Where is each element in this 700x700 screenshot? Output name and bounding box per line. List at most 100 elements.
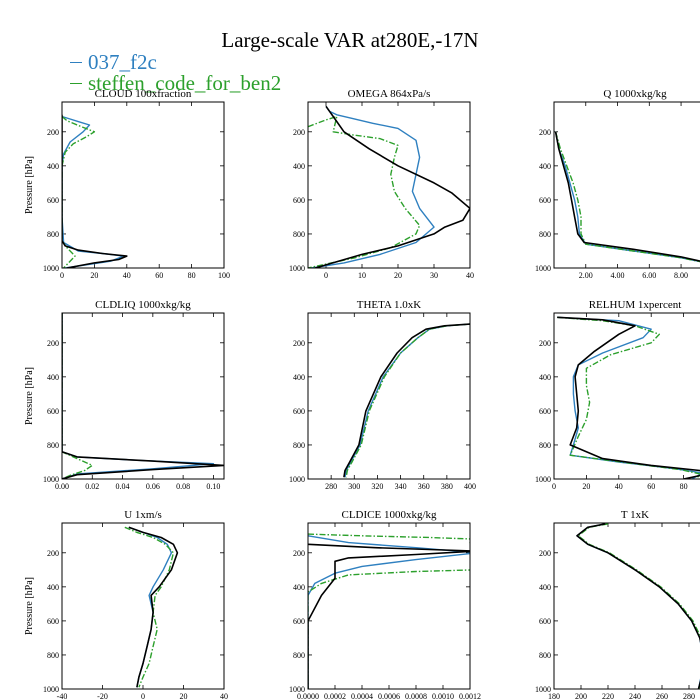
x-tick-label: 0.0002 <box>324 692 346 700</box>
x-tick-label: 0.06 <box>146 482 160 491</box>
y-tick-label: 200 <box>47 339 59 348</box>
subplot-title: Q 1000xkg/kg <box>603 88 667 100</box>
series-line-1 <box>128 526 173 688</box>
y-tick-label: 800 <box>47 441 59 450</box>
y-tick-label: 400 <box>539 583 551 592</box>
plot-frame <box>61 312 225 480</box>
x-tick-label: 10 <box>358 271 366 280</box>
x-tick-label: 0.0008 <box>405 692 427 700</box>
plot-frame <box>61 101 225 269</box>
y-tick-label: 800 <box>539 441 551 450</box>
series-line-3 <box>308 543 470 689</box>
subplot-title: OMEGA 864xPa/s <box>348 88 431 100</box>
subplot-5: THETA 1.0xK 200 400 600 800 1000 280 300 320 340 3… <box>289 299 476 491</box>
series-line-2 <box>554 131 700 263</box>
plot-frame <box>553 312 700 480</box>
legend-swatch-1 <box>70 61 82 63</box>
series-line-2 <box>557 316 700 479</box>
subplot-title: CLOUD 100xfraction <box>95 88 192 100</box>
series-line-1 <box>557 316 700 479</box>
x-tick-label: 180 <box>548 692 560 700</box>
y-tick-label: 600 <box>539 407 551 416</box>
x-tick-label: 20 <box>582 482 590 491</box>
x-tick-label: 400 <box>464 482 476 491</box>
y-tick-label: 200 <box>47 549 59 558</box>
x-tick-label: 0.04 <box>116 482 130 491</box>
y-tick-label: 1000 <box>43 685 59 694</box>
series-line-2 <box>308 533 470 689</box>
x-tick-label: 0.0010 <box>432 692 454 700</box>
y-tick-label: 1000 <box>535 685 551 694</box>
x-tick-label: 60 <box>155 271 163 280</box>
x-tick-label: 320 <box>371 482 383 491</box>
y-tick-label: 800 <box>293 651 305 660</box>
x-tick-label: 6.00 <box>642 271 656 280</box>
subplot-title: CLDLIQ 1000xkg/kg <box>95 299 191 311</box>
subplot-title: U 1xm/s <box>124 509 162 521</box>
series-line-3 <box>343 323 470 478</box>
x-tick-label: 40 <box>220 692 228 700</box>
legend-label-1: 037_f2c <box>88 49 157 74</box>
y-tick-label: 200 <box>539 128 551 137</box>
y-tick-label: 200 <box>47 128 59 137</box>
y-tick-label: 400 <box>293 583 305 592</box>
subplot-title: THETA 1.0xK <box>357 299 422 311</box>
y-tick-label: 1000 <box>43 475 59 484</box>
y-tick-label: 1000 <box>289 685 305 694</box>
x-tick-label: 280 <box>683 692 695 700</box>
y-tick-label: 600 <box>293 196 305 205</box>
series-line-2 <box>62 313 94 479</box>
x-tick-label: 30 <box>430 271 438 280</box>
y-tick-label: 800 <box>293 441 305 450</box>
subplot-1: CLOUD 100xfraction Pressure [hPa] 200 40 0 60… <box>24 88 230 280</box>
series-line-1 <box>311 105 435 268</box>
series-line-1 <box>62 115 125 268</box>
x-tick-label: 0 <box>552 482 556 491</box>
series-line-2 <box>124 526 175 688</box>
series-line-2 <box>62 115 96 268</box>
y-tick-label: 200 <box>539 549 551 558</box>
y-tick-label: 200 <box>293 339 305 348</box>
x-tick-label: 360 <box>418 482 430 491</box>
x-tick-label: 20 <box>394 271 402 280</box>
subplot-3: Q 1000xkg/kg 200 400 600 800 1000 2.00 4.00 6.00… <box>535 88 700 280</box>
x-tick-label: 80 <box>188 271 196 280</box>
x-tick-label: 8.00 <box>674 271 688 280</box>
y-tick-label: 1000 <box>289 475 305 484</box>
y-axis-label: Pressure [hPa] <box>24 156 35 214</box>
y-tick-label: 600 <box>47 617 59 626</box>
y-tick-label: 400 <box>539 373 551 382</box>
x-tick-label: 0.0012 <box>459 692 481 700</box>
x-tick-label: 0 <box>141 692 145 700</box>
y-axis-label: Pressure [hPa] <box>24 367 35 425</box>
x-tick-label: 60 <box>647 482 655 491</box>
x-tick-label: 340 <box>395 482 407 491</box>
series-line-3 <box>557 316 700 479</box>
subplot-2: OMEGA 864xPa/s 200 400 600 800 1000 0 10 20 30 40 <box>289 88 474 280</box>
subplot-9: T 1xK20040060080010001802002202402602803… <box>535 509 700 700</box>
x-tick-label: 0.0006 <box>378 692 400 700</box>
x-tick-label: 0.00 <box>55 482 69 491</box>
y-tick-label: 600 <box>539 617 551 626</box>
y-tick-label: 600 <box>539 196 551 205</box>
plot-frame <box>307 522 471 690</box>
x-tick-label: 2.00 <box>579 271 593 280</box>
subplot-title: CLDICE 1000xkg/kg <box>341 509 437 521</box>
series-line-3 <box>554 131 700 262</box>
y-tick-label: 1000 <box>535 264 551 273</box>
x-tick-label: 240 <box>629 692 641 700</box>
x-tick-label: 300 <box>348 482 360 491</box>
plot-frame <box>307 101 471 269</box>
x-tick-label: -40 <box>57 692 68 700</box>
x-tick-label: 260 <box>656 692 668 700</box>
series-line-2 <box>308 115 421 268</box>
x-tick-label: 40 <box>615 482 623 491</box>
y-tick-label: 400 <box>47 373 59 382</box>
y-tick-label: 800 <box>47 230 59 239</box>
x-tick-label: 40 <box>123 271 131 280</box>
x-tick-label: 0 <box>60 271 64 280</box>
series-line-3 <box>62 114 128 268</box>
x-tick-label: 220 <box>602 692 614 700</box>
